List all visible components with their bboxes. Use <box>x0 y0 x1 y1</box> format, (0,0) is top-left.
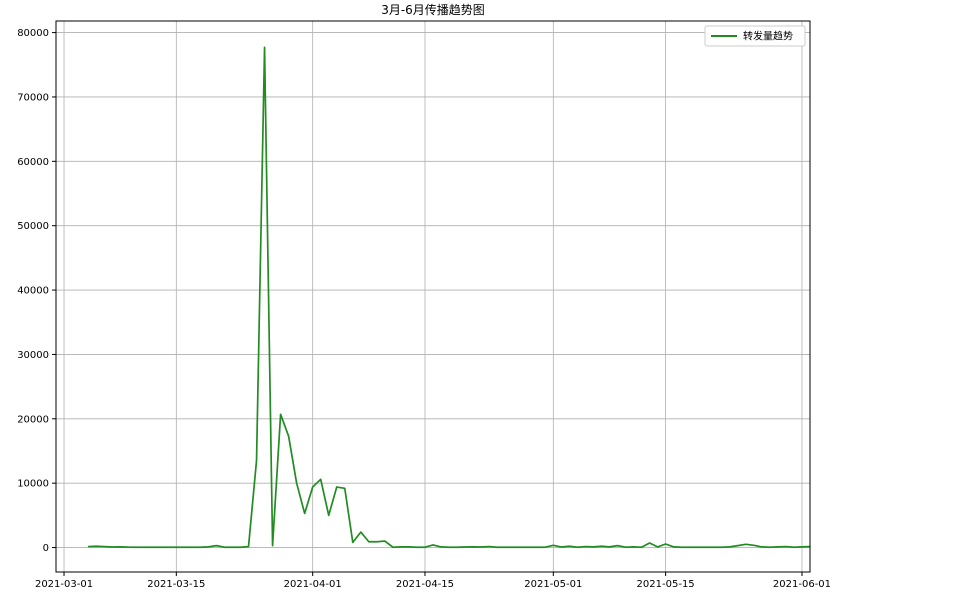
x-tick-label: 2021-04-15 <box>396 579 454 590</box>
y-tick-label: 60000 <box>17 157 49 168</box>
y-tick-label: 0 <box>43 543 49 554</box>
y-tick-label: 40000 <box>17 286 49 297</box>
series-line <box>88 46 811 549</box>
legend-box <box>704 25 806 47</box>
y-tick-label: 70000 <box>17 92 49 103</box>
legend-label: 转发量趋势 <box>743 30 793 43</box>
y-tick-label: 20000 <box>17 414 49 425</box>
grid <box>56 21 810 572</box>
x-tick-label: 2021-05-15 <box>637 579 695 590</box>
y-tick-label: 10000 <box>17 479 49 490</box>
x-tick-label: 2021-04-01 <box>284 579 342 590</box>
y-tick-label: 80000 <box>17 28 49 39</box>
y-tick-label: 50000 <box>17 221 49 232</box>
y-tick-label: 30000 <box>17 350 49 361</box>
x-tick-label: 2021-06-01 <box>773 579 831 590</box>
y-axis: 0 10000 20000 30000 40000 50000 60000 70000 8000… <box>17 28 56 554</box>
x-tick-label: 2021-03-01 <box>35 579 93 590</box>
series-layer <box>88 46 811 549</box>
legend: 转发量趋势 <box>704 25 806 47</box>
x-tick-label: 2021-03-15 <box>147 579 205 590</box>
x-axis: 2021-03-01 2021-03-15 2021-04-01 2021-04-15… <box>35 572 831 590</box>
chart-title: 3月-6月传播趋势图 <box>381 2 485 17</box>
plot-frame <box>55 20 811 573</box>
x-tick-label: 2021-05-01 <box>524 579 582 590</box>
